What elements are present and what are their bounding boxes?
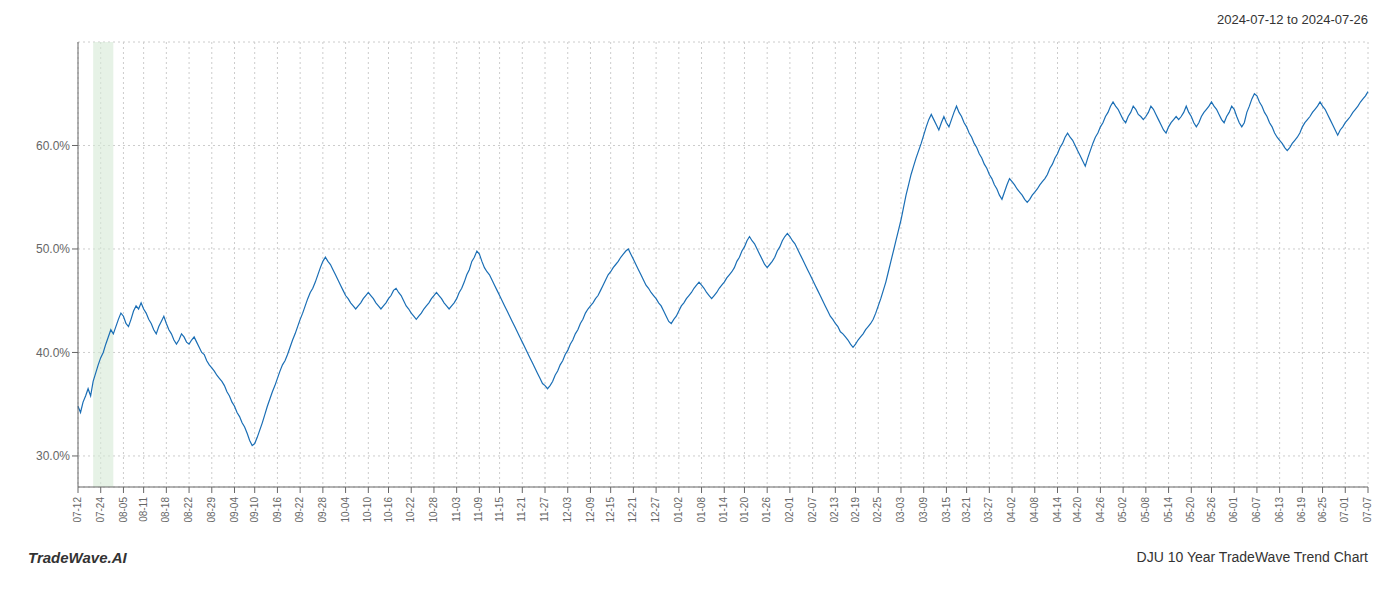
svg-text:02-01: 02-01 <box>784 497 795 523</box>
html-text:DJU 10 Year TradeWave Trend Ch: DJU 10 Year TradeWave Trend Chart <box>1136 549 1368 565</box>
svg-text:50.0%: 50.0% <box>36 242 70 256</box>
svg-text:04-02: 04-02 <box>1006 497 1017 523</box>
svg-text:01-20: 01-20 <box>739 497 750 523</box>
svg-text:10-10: 10-10 <box>362 497 373 523</box>
svg-text:11-09: 11-09 <box>473 497 484 522</box>
svg-text:03-21: 03-21 <box>961 497 972 523</box>
svg-text:01-02: 01-02 <box>673 497 684 523</box>
svg-text:11-03: 11-03 <box>451 497 462 522</box>
svg-text:11-15: 11-15 <box>494 497 505 522</box>
svg-text:05-20: 05-20 <box>1185 497 1196 523</box>
svg-text:09-22: 09-22 <box>294 497 305 523</box>
svg-text:05-02: 05-02 <box>1117 497 1128 523</box>
svg-text:09-04: 09-04 <box>229 497 240 523</box>
svg-text:06-19: 06-19 <box>1296 497 1307 523</box>
svg-text:12-15: 12-15 <box>605 497 616 523</box>
svg-text:04-20: 04-20 <box>1072 497 1083 523</box>
svg-text:06-25: 06-25 <box>1317 497 1328 523</box>
svg-text:11-21: 11-21 <box>516 497 527 522</box>
svg-text:08-05: 08-05 <box>118 497 129 523</box>
svg-text:07-12: 07-12 <box>72 497 83 523</box>
svg-text:04-14: 04-14 <box>1052 497 1063 523</box>
svg-text:02-25: 02-25 <box>872 497 883 523</box>
html-text:TradeWave.AI: TradeWave.AI <box>28 548 127 566</box>
svg-text:05-26: 05-26 <box>1206 497 1217 523</box>
svg-text:12-03: 12-03 <box>562 497 573 523</box>
svg-text:12-09: 12-09 <box>585 497 596 523</box>
svg-text:02-13: 02-13 <box>829 497 840 523</box>
svg-text:03-27: 03-27 <box>983 497 994 523</box>
svg-text:02-07: 02-07 <box>807 497 818 523</box>
svg-text:01-14: 01-14 <box>718 497 729 523</box>
svg-text:03-09: 03-09 <box>918 497 929 523</box>
svg-text:06-07: 06-07 <box>1251 497 1262 523</box>
svg-text:08-11: 08-11 <box>138 497 149 522</box>
svg-text:06-01: 06-01 <box>1228 497 1239 523</box>
svg-text:04-08: 04-08 <box>1029 497 1040 523</box>
svg-text:60.0%: 60.0% <box>36 139 70 153</box>
svg-text:07-07: 07-07 <box>1362 497 1373 523</box>
svg-text:30.0%: 30.0% <box>36 449 70 463</box>
svg-text:02-19: 02-19 <box>850 497 861 523</box>
html-text:2024-07-12 to 2024-07-26: 2024-07-12 to 2024-07-26 <box>1216 12 1368 27</box>
svg-text:06-13: 06-13 <box>1274 497 1285 523</box>
svg-text:11-27: 11-27 <box>539 497 550 522</box>
svg-text:03-15: 03-15 <box>941 497 952 523</box>
svg-text:10-16: 10-16 <box>383 497 394 523</box>
svg-text:10-22: 10-22 <box>405 497 416 523</box>
svg-text:03-03: 03-03 <box>895 497 906 523</box>
svg-text:05-14: 05-14 <box>1163 497 1174 523</box>
svg-text:05-08: 05-08 <box>1140 497 1151 523</box>
svg-text:04-26: 04-26 <box>1095 497 1106 523</box>
svg-text:07-24: 07-24 <box>95 497 106 523</box>
svg-text:10-28: 10-28 <box>428 497 439 523</box>
svg-text:08-22: 08-22 <box>183 497 194 523</box>
svg-text:01-26: 01-26 <box>761 497 772 523</box>
svg-text:12-27: 12-27 <box>650 497 661 523</box>
svg-text:01-08: 01-08 <box>696 497 707 523</box>
svg-text:08-18: 08-18 <box>160 497 171 523</box>
svg-text:12-21: 12-21 <box>627 497 638 523</box>
svg-text:10-04: 10-04 <box>340 497 351 523</box>
svg-text:09-10: 09-10 <box>249 497 260 523</box>
svg-text:08-29: 08-29 <box>206 497 217 523</box>
svg-text:09-16: 09-16 <box>272 497 283 523</box>
svg-text:07-01: 07-01 <box>1339 497 1350 523</box>
svg-text:40.0%: 40.0% <box>36 346 70 360</box>
svg-text:09-28: 09-28 <box>317 497 328 523</box>
